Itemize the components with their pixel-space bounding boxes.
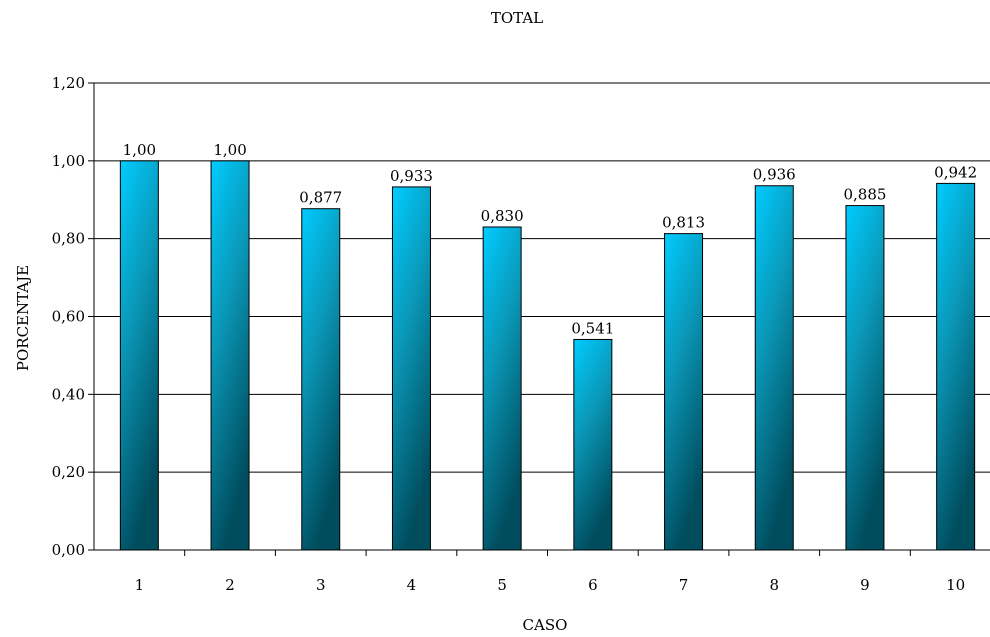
x-tick-label-3: 3 — [316, 576, 326, 594]
x-tick-label-5: 5 — [497, 576, 507, 594]
bars — [119, 160, 976, 551]
data-labels: 1,00 1,00 0,877 0,933 0,830 0,541 0,813 0,936 0,… — [123, 141, 977, 338]
bar-4 — [391, 186, 431, 551]
bar-7 — [664, 233, 704, 551]
data-label-5: 0,830 — [481, 207, 524, 225]
x-ticks: 1 2 3 4 5 6 7 8 9 10 — [135, 550, 965, 594]
bar-9 — [845, 205, 885, 551]
data-label-3: 0,877 — [299, 189, 342, 207]
x-tick-label-1: 1 — [135, 576, 145, 594]
x-tick-label-4: 4 — [407, 576, 417, 594]
y-tick-label-3: 0,60 — [52, 308, 85, 326]
data-label-1: 1,00 — [123, 141, 156, 159]
data-label-2: 1,00 — [213, 141, 246, 159]
bar-3 — [301, 208, 341, 551]
y-tick-label-2: 0,40 — [52, 385, 85, 403]
y-tick-label-1: 0,20 — [52, 463, 85, 481]
data-label-9: 0,885 — [843, 186, 886, 204]
y-axis-label: PORCENTAJE — [14, 265, 32, 371]
bar-8 — [754, 185, 794, 551]
x-tick-label-10: 10 — [946, 576, 965, 594]
bar-6 — [573, 338, 613, 551]
x-tick-label-7: 7 — [679, 576, 689, 594]
y-tick-label-4: 0,80 — [52, 230, 85, 248]
bar-5 — [482, 226, 522, 551]
data-label-4: 0,933 — [390, 167, 433, 185]
chart-title: TOTAL — [491, 9, 543, 27]
bar-1 — [119, 160, 159, 551]
y-tick-label-0: 0,00 — [52, 541, 85, 559]
y-tick-label-6: 1,20 — [52, 74, 85, 92]
x-tick-label-6: 6 — [588, 576, 598, 594]
bar-10 — [936, 182, 976, 551]
x-tick-label-2: 2 — [225, 576, 235, 594]
data-label-7: 0,813 — [662, 214, 705, 232]
data-label-8: 0,936 — [753, 166, 796, 184]
data-label-10: 0,942 — [934, 163, 977, 181]
bar-2 — [210, 160, 250, 551]
data-label-6: 0,541 — [571, 319, 614, 337]
x-tick-label-8: 8 — [769, 576, 779, 594]
x-axis-label: CASO — [523, 616, 568, 634]
y-tick-label-5: 1,00 — [52, 152, 85, 170]
x-tick-label-9: 9 — [860, 576, 870, 594]
y-ticks: 0,00 0,20 0,40 0,60 0,80 1,00 1,20 — [52, 74, 94, 559]
